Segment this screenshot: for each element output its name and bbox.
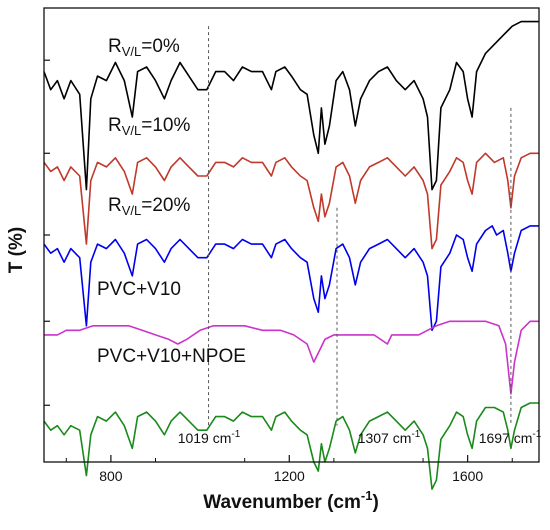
series-label-1-main: R xyxy=(108,36,122,57)
series-label-5: PVC+V10+NPOE xyxy=(97,346,246,367)
annotation-label-3-sup: -1 xyxy=(532,429,541,440)
series-line-2 xyxy=(43,152,539,250)
series-label-3-main: R xyxy=(108,195,122,216)
series-label-5-main: PVC+V10+NPOE xyxy=(97,346,246,367)
series-layer xyxy=(43,20,539,490)
series-label-1-sub: V/L xyxy=(122,44,142,59)
series-label-2-rest: =10% xyxy=(141,115,190,136)
x-tick-label-2: 1200 xyxy=(274,468,305,484)
x-axis-title: Wavenumber (cm-1) xyxy=(203,488,379,513)
series-label-2-sub: V/L xyxy=(122,123,142,138)
series-line-5 xyxy=(43,402,539,490)
series-label-2-main: R xyxy=(108,115,122,136)
series-line-3 xyxy=(43,225,539,332)
series-label-1-rest: =0% xyxy=(141,36,180,57)
series-label-4: PVC+V10 xyxy=(97,279,181,300)
annotation-label-1: 1019 cm-1 xyxy=(178,429,241,446)
series-line-1 xyxy=(43,20,539,191)
annotation-label-2-main: 1307 cm xyxy=(358,430,412,446)
x-axis-title-main: Wavenumber (cm xyxy=(203,492,361,513)
annotation-label-3: 1697 cm-1 xyxy=(479,429,542,446)
label-layer: RV/L=0%RV/L=10%RV/L=20%PVC+V10PVC+V10+NP… xyxy=(97,36,246,367)
x-axis-title-end: ) xyxy=(372,492,378,513)
annotation-label-2-sup: -1 xyxy=(411,429,420,440)
annotation-label-1-main: 1019 cm xyxy=(178,430,232,446)
annotation-label-2: 1307 cm-1 xyxy=(358,429,421,446)
series-label-1: RV/L=0% xyxy=(108,36,180,59)
series-label-2: RV/L=10% xyxy=(108,115,190,138)
y-axis-title: T (%) xyxy=(6,227,27,273)
annotation-layer: 1019 cm-1 1307 cm-1 1697 cm-1 xyxy=(178,26,542,446)
series-label-3-sub: V/L xyxy=(122,203,142,218)
x-tick-label-3: 1600 xyxy=(452,468,483,484)
series-label-3: RV/L=20% xyxy=(108,195,190,218)
series-label-3-rest: =20% xyxy=(141,195,190,216)
x-axis-title-sup: -1 xyxy=(361,488,373,503)
annotation-label-1-sup: -1 xyxy=(231,429,240,440)
x-tick-label-1: 800 xyxy=(99,468,123,484)
series-line-4 xyxy=(44,320,539,395)
axis-layer: 800 1200 1600 xyxy=(44,59,513,484)
series-label-4-main: PVC+V10 xyxy=(97,279,181,300)
annotation-label-3-main: 1697 cm xyxy=(479,430,533,446)
